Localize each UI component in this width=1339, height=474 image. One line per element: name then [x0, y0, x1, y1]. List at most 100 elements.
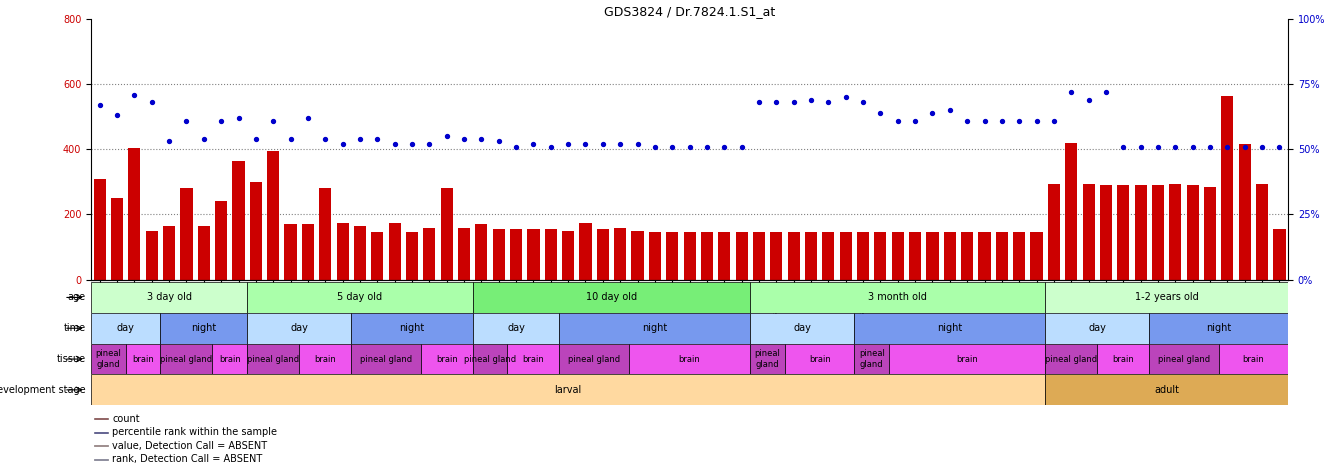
- Point: [904, 117, 925, 125]
- Point: [818, 99, 840, 106]
- Point: [696, 143, 718, 151]
- Point: [870, 109, 892, 117]
- Bar: [854, 313, 1046, 344]
- Bar: [753, 232, 765, 280]
- Bar: [961, 232, 973, 280]
- Bar: [1099, 185, 1111, 280]
- Point: [245, 135, 266, 143]
- Bar: [718, 232, 730, 280]
- Point: [939, 107, 960, 114]
- Point: [332, 140, 353, 148]
- Bar: [129, 148, 141, 280]
- Point: [627, 140, 648, 148]
- Text: night: night: [937, 323, 963, 333]
- Bar: [351, 313, 473, 344]
- Bar: [750, 282, 1046, 313]
- Bar: [1239, 145, 1251, 280]
- Point: [487, 138, 509, 146]
- Bar: [805, 232, 817, 280]
- Point: [644, 143, 665, 151]
- Text: brain: brain: [220, 355, 241, 364]
- Text: 1-2 years old: 1-2 years old: [1134, 292, 1198, 302]
- Text: 3 month old: 3 month old: [868, 292, 927, 302]
- Point: [88, 101, 110, 109]
- Text: brain: brain: [133, 355, 154, 364]
- Bar: [1046, 313, 1149, 344]
- Point: [783, 99, 805, 106]
- Bar: [1046, 282, 1288, 313]
- Point: [315, 135, 336, 143]
- Point: [1130, 143, 1152, 151]
- Text: day: day: [116, 323, 135, 333]
- Bar: [1221, 96, 1233, 280]
- Text: pineal gland: pineal gland: [248, 355, 300, 364]
- Point: [471, 135, 493, 143]
- Point: [766, 99, 787, 106]
- Text: 5 day old: 5 day old: [337, 292, 383, 302]
- Point: [1026, 117, 1047, 125]
- Text: pineal gland: pineal gland: [1046, 355, 1098, 364]
- Text: adult: adult: [1154, 385, 1180, 395]
- Point: [349, 135, 371, 143]
- Bar: [632, 231, 644, 280]
- Bar: [493, 229, 505, 280]
- Bar: [1014, 232, 1026, 280]
- Text: night: night: [643, 323, 668, 333]
- Text: pineal
gland: pineal gland: [755, 349, 781, 369]
- Point: [991, 117, 1012, 125]
- Text: pineal gland: pineal gland: [360, 355, 412, 364]
- Point: [609, 140, 631, 148]
- Text: day: day: [507, 323, 525, 333]
- Bar: [1218, 344, 1288, 374]
- Bar: [1149, 313, 1288, 344]
- Point: [1060, 88, 1082, 96]
- Bar: [629, 344, 750, 374]
- Bar: [1046, 344, 1097, 374]
- Point: [1095, 88, 1117, 96]
- Bar: [787, 232, 799, 280]
- Point: [384, 140, 406, 148]
- Bar: [1152, 185, 1164, 280]
- Bar: [423, 228, 435, 280]
- Point: [1113, 143, 1134, 151]
- Bar: [667, 232, 679, 280]
- Bar: [336, 223, 348, 280]
- Text: night: night: [399, 323, 424, 333]
- Point: [1078, 96, 1099, 104]
- Bar: [161, 313, 248, 344]
- Bar: [91, 374, 1046, 405]
- Bar: [750, 344, 785, 374]
- Bar: [545, 229, 557, 280]
- Point: [1217, 143, 1239, 151]
- Text: night: night: [1206, 323, 1232, 333]
- Bar: [473, 344, 507, 374]
- Text: rank, Detection Call = ABSENT: rank, Detection Call = ABSENT: [112, 455, 262, 465]
- Point: [801, 96, 822, 104]
- Bar: [319, 189, 331, 280]
- Point: [592, 140, 613, 148]
- Bar: [996, 232, 1008, 280]
- Bar: [889, 344, 1046, 374]
- Bar: [1204, 187, 1216, 280]
- Text: brain: brain: [809, 355, 830, 364]
- Bar: [284, 224, 297, 280]
- Bar: [388, 223, 400, 280]
- Point: [402, 140, 423, 148]
- Title: GDS3824 / Dr.7824.1.S1_at: GDS3824 / Dr.7824.1.S1_at: [604, 5, 775, 18]
- Bar: [700, 232, 712, 280]
- Point: [921, 109, 943, 117]
- Bar: [892, 232, 904, 280]
- Bar: [94, 459, 107, 460]
- Bar: [353, 226, 366, 280]
- Bar: [248, 313, 351, 344]
- Text: count: count: [112, 414, 139, 424]
- Bar: [597, 229, 609, 280]
- Bar: [735, 232, 747, 280]
- Bar: [1149, 344, 1218, 374]
- Bar: [146, 231, 158, 280]
- Bar: [181, 189, 193, 280]
- Bar: [473, 313, 560, 344]
- Text: brain: brain: [1113, 355, 1134, 364]
- Bar: [1117, 185, 1129, 280]
- Bar: [94, 432, 107, 433]
